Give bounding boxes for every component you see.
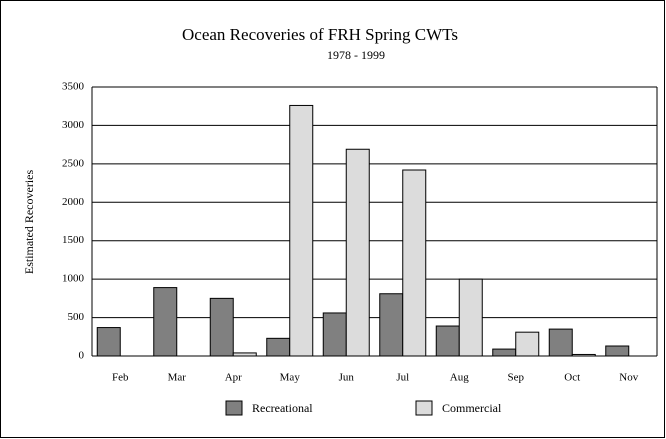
bar <box>209 297 234 357</box>
legend-swatch <box>415 400 433 416</box>
x-tick-label: Jul <box>396 372 409 384</box>
bar <box>153 287 178 357</box>
bar <box>322 312 347 357</box>
x-tick-label: Mar <box>168 372 187 384</box>
y-tick-label: 2000 <box>62 196 85 208</box>
bar <box>458 278 483 357</box>
legend-label: Recreational <box>252 401 313 415</box>
x-tick-label: Apr <box>225 372 242 384</box>
x-tick-label: May <box>280 372 301 384</box>
x-tick-label: Jun <box>339 372 355 384</box>
bar <box>232 352 257 357</box>
bar <box>266 337 291 357</box>
y-axis-label: Estimated Recoveries <box>22 170 36 275</box>
x-tick-label: Feb <box>112 372 129 384</box>
x-tick-label: Sep <box>508 372 525 384</box>
bar <box>548 328 573 357</box>
bar <box>345 148 370 357</box>
y-tick-label: 0 <box>79 350 85 362</box>
y-tick-label: 2500 <box>62 157 85 169</box>
bar <box>379 293 404 357</box>
bar <box>402 169 427 357</box>
bar <box>289 104 314 357</box>
y-tick-label: 3000 <box>62 119 85 131</box>
bar <box>515 331 540 357</box>
y-tick-label: 1000 <box>62 273 85 285</box>
x-tick-label: Oct <box>564 372 580 384</box>
bar <box>96 327 121 357</box>
y-tick-label: 1500 <box>62 234 85 246</box>
chart-subtitle: 1978 - 1999 <box>327 48 385 62</box>
legend-swatch <box>225 400 243 416</box>
legend-label: Commercial <box>442 401 502 415</box>
x-tick-label: Nov <box>619 372 638 384</box>
y-tick-label: 500 <box>68 311 85 323</box>
bar <box>605 345 630 357</box>
bar <box>492 348 517 357</box>
bar <box>571 353 596 357</box>
y-tick-label: 3500 <box>62 81 85 93</box>
x-tick-label: Aug <box>450 372 469 384</box>
bar <box>435 325 460 357</box>
chart-title: Ocean Recoveries of FRH Spring CWTs <box>182 25 458 44</box>
